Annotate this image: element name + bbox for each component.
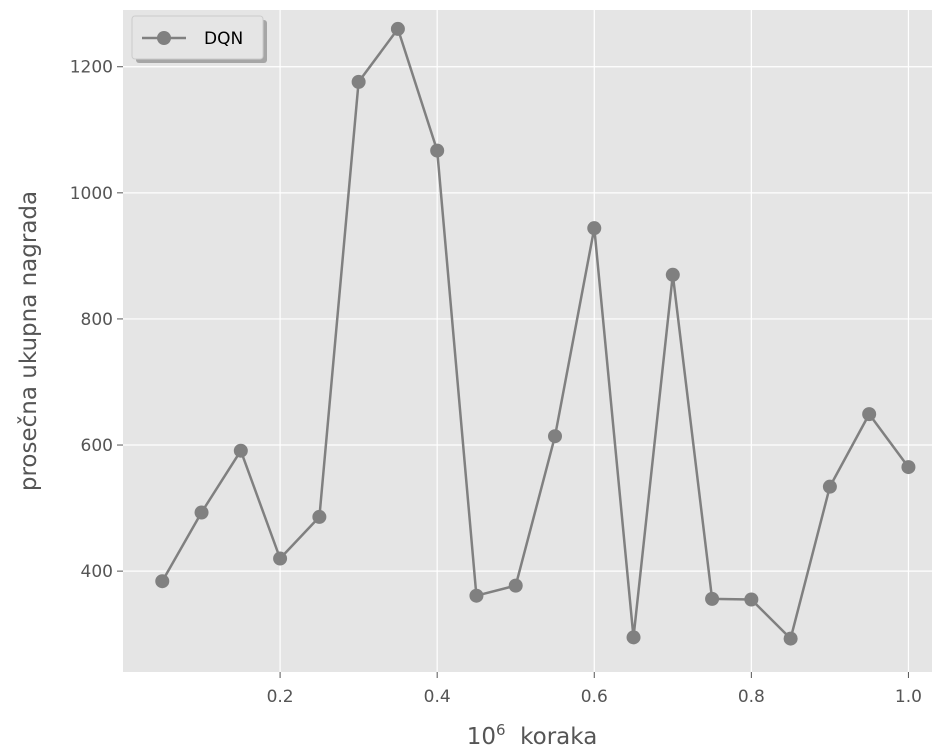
data-point xyxy=(587,221,602,236)
data-point xyxy=(783,631,798,646)
x-tick-label: 1.0 xyxy=(895,687,922,707)
data-point xyxy=(508,578,523,593)
x-axis-label: 106 koraka xyxy=(467,721,598,750)
series-layer xyxy=(155,21,916,646)
legend-label: DQN xyxy=(204,29,243,49)
plot-area xyxy=(123,10,932,672)
data-point xyxy=(312,509,327,524)
x-tick-label: 0.6 xyxy=(581,687,608,707)
y-axis: 400 600 800 1000 1200 xyxy=(70,58,123,582)
x-axis: 0.2 0.4 0.6 0.8 1.0 xyxy=(267,672,922,707)
y-tick-label: 800 xyxy=(81,310,113,330)
x-tick-label: 0.4 xyxy=(424,687,451,707)
legend-box xyxy=(131,15,264,60)
data-point xyxy=(390,21,405,36)
data-point xyxy=(744,592,759,607)
data-point xyxy=(626,630,641,645)
data-point xyxy=(822,479,837,494)
y-axis-label: prosečna ukupna nagrada xyxy=(16,191,42,491)
legend-marker xyxy=(157,31,171,45)
x-tick-label: 0.2 xyxy=(267,687,294,707)
x-tick-label: 0.8 xyxy=(738,687,765,707)
x-axis-label-base: 10 xyxy=(467,724,496,750)
data-point xyxy=(665,267,680,282)
data-point xyxy=(194,505,209,520)
data-point xyxy=(901,460,916,475)
y-tick-label: 1000 xyxy=(70,184,113,204)
y-tick-label: 400 xyxy=(81,562,113,582)
data-point xyxy=(705,591,720,606)
data-point xyxy=(351,74,366,89)
data-point xyxy=(273,551,288,566)
data-point xyxy=(430,143,445,158)
y-tick-label: 600 xyxy=(81,436,113,456)
data-point xyxy=(233,443,248,458)
data-point xyxy=(862,407,877,422)
x-axis-label-word: koraka xyxy=(520,724,597,750)
series-line-dqn xyxy=(161,27,910,640)
data-point xyxy=(469,588,484,603)
data-point xyxy=(155,574,170,589)
grid xyxy=(123,10,932,672)
data-point xyxy=(547,429,562,444)
x-axis-label-exponent: 6 xyxy=(496,721,506,739)
y-tick-label: 1200 xyxy=(70,58,113,78)
legend: DQN xyxy=(131,15,267,63)
